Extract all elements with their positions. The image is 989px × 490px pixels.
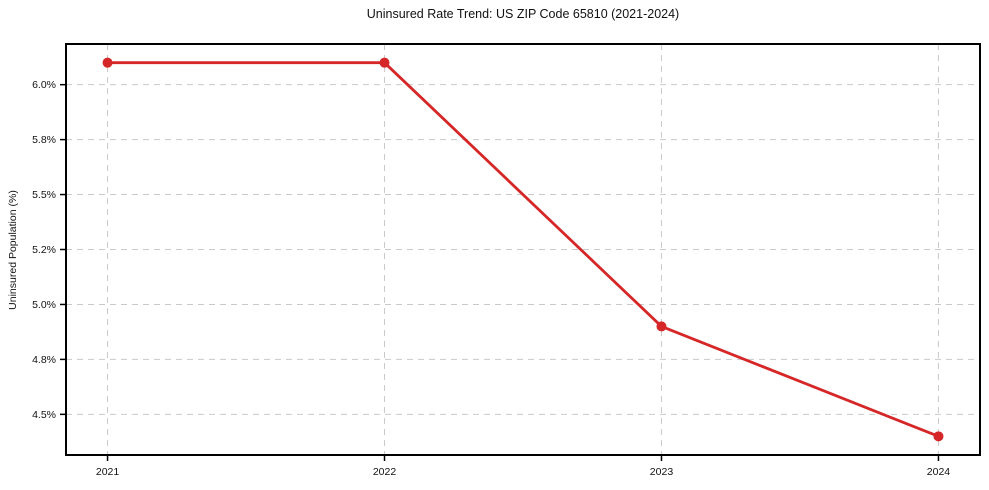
- trend-line: [106, 61, 940, 438]
- data-point: [102, 57, 113, 68]
- x-tick-label: 2022: [373, 466, 397, 478]
- y-tick-label: 6.0%: [32, 79, 56, 91]
- y-tick-label: 4.8%: [32, 354, 56, 366]
- data-point: [656, 321, 667, 332]
- y-tick-label: 5.2%: [32, 244, 56, 256]
- chart-title: Uninsured Rate Trend: US ZIP Code 65810 …: [366, 7, 680, 21]
- x-tick-label: 2021: [96, 466, 120, 478]
- y-tick-label: 5.0%: [32, 299, 56, 311]
- y-tick-label: 5.5%: [32, 189, 56, 201]
- x-tick-label: 2023: [650, 466, 674, 478]
- data-point: [379, 57, 390, 68]
- y-tick-label: 5.8%: [32, 134, 56, 146]
- y-tick-label: 4.5%: [32, 409, 56, 421]
- data-point: [933, 431, 944, 442]
- x-tick-label: 2024: [927, 466, 951, 478]
- axes-frame: [65, 43, 981, 456]
